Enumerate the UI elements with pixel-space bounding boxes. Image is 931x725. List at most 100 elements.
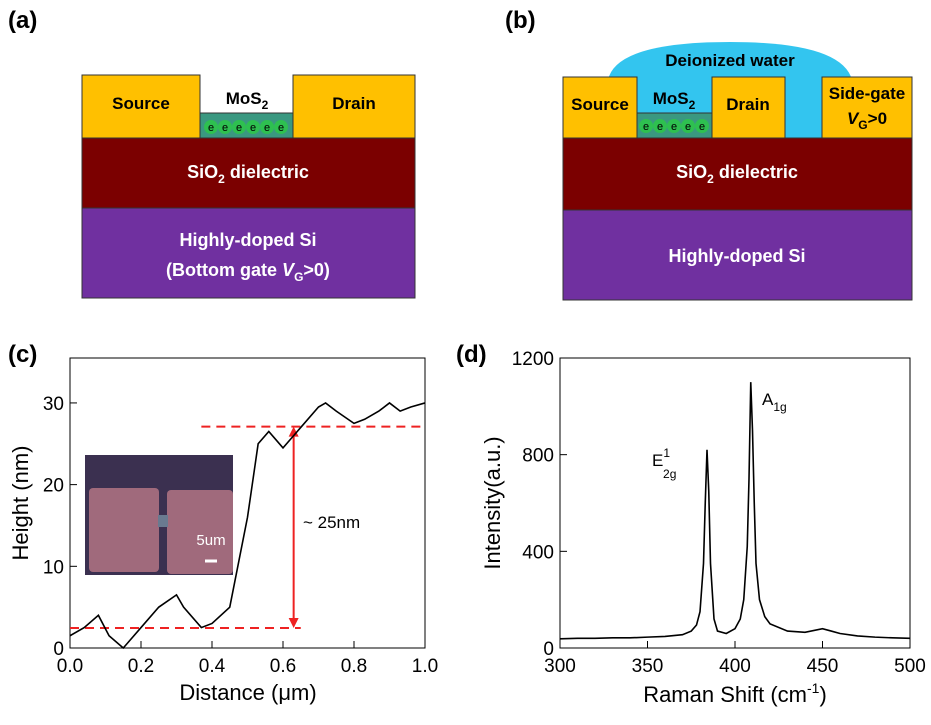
text: ) xyxy=(819,682,826,707)
x-axis-label: Distance (μm) xyxy=(179,680,316,705)
source-electrode xyxy=(81,74,201,139)
subscript: 1g xyxy=(773,400,786,414)
plot-frame xyxy=(69,357,426,649)
electron-label: e xyxy=(278,122,284,134)
x-tick-label: 300 xyxy=(544,656,576,677)
side-gate-label: Side-gate xyxy=(829,84,906,103)
y-tick-label: 800 xyxy=(522,446,554,467)
inset-scale-label: 5um xyxy=(196,532,225,549)
text: V xyxy=(847,109,860,128)
data-line xyxy=(559,382,911,640)
electron xyxy=(695,119,709,133)
electron xyxy=(204,120,218,134)
electron xyxy=(681,119,695,133)
electron xyxy=(667,119,681,133)
inset-channel xyxy=(158,515,168,527)
channel-label: MoS2 xyxy=(226,89,269,112)
x-tick-label: 450 xyxy=(807,656,839,677)
electron-label: e xyxy=(657,121,663,133)
electron xyxy=(260,120,274,134)
dielectric-label: SiO2 dielectric xyxy=(187,162,309,186)
drain-electrode xyxy=(711,76,786,139)
y-tick-label: 30 xyxy=(43,394,64,415)
text: MoS xyxy=(653,89,689,108)
y-tick-label: 20 xyxy=(43,476,64,497)
text: A xyxy=(762,390,774,409)
x-tick-label: 400 xyxy=(719,656,751,677)
inset-electrode xyxy=(167,490,233,574)
arrow-head xyxy=(288,617,299,628)
x-tick-label: 350 xyxy=(632,656,664,677)
source-electrode xyxy=(562,76,638,139)
y-tick-label: 10 xyxy=(43,557,64,578)
substrate-label: Highly-doped Si xyxy=(180,230,317,250)
electron xyxy=(232,120,246,134)
x-tick-label: 0.8 xyxy=(341,656,367,677)
electron-label: e xyxy=(671,121,677,133)
peak-annotation: E1 2g xyxy=(652,446,676,481)
panel-label: (d) xyxy=(456,341,487,368)
x-tick-label: 0.6 xyxy=(270,656,296,677)
x-tick-label: 500 xyxy=(894,656,926,677)
x-tick-label: 0.4 xyxy=(199,656,226,677)
arrow-head xyxy=(288,426,299,437)
dielectric-layer xyxy=(562,137,913,211)
electron-label: e xyxy=(236,122,242,134)
electron-label: e xyxy=(208,122,214,134)
electron-label: e xyxy=(222,122,228,134)
text: V xyxy=(282,260,296,280)
substrate-layer xyxy=(81,207,416,299)
inset-image: 5um xyxy=(85,455,233,575)
subscript: G xyxy=(294,270,303,284)
text: E xyxy=(652,451,663,470)
electron-label: e xyxy=(264,122,270,134)
electron xyxy=(218,120,232,134)
text: >0) xyxy=(303,260,330,280)
x-axis-label: Raman Shift (cm-1) xyxy=(643,680,827,707)
dielectric-label: SiO2 dielectric xyxy=(676,162,798,186)
data-line xyxy=(69,401,426,650)
electron xyxy=(246,120,260,134)
text: dielectric xyxy=(225,162,309,182)
water-label: Deionized water xyxy=(665,51,795,70)
text: dielectric xyxy=(714,162,798,182)
text: >0 xyxy=(868,109,887,128)
electrons: e e e e e e xyxy=(204,120,288,134)
subscript: G xyxy=(858,118,867,132)
electron-label: e xyxy=(643,121,649,133)
panel-label: (b) xyxy=(505,7,536,34)
side-gate-electrode xyxy=(821,76,913,139)
y-axis-label: Height (nm) xyxy=(8,446,33,561)
y-tick-label: 0 xyxy=(53,639,64,660)
panel-label: (a) xyxy=(8,7,37,34)
electron-label: e xyxy=(685,121,691,133)
subscript: 2 xyxy=(707,172,714,186)
x-tick-label: 0.2 xyxy=(128,656,154,677)
superscript: -1 xyxy=(807,680,820,696)
text: SiO xyxy=(676,162,707,182)
electron xyxy=(639,119,653,133)
y-tick-label: 1200 xyxy=(512,349,554,370)
electron xyxy=(653,119,667,133)
y-tick-label: 400 xyxy=(522,542,554,563)
drain-label: Drain xyxy=(726,95,769,114)
side-gate-bias: VG>0 xyxy=(847,109,887,132)
drain-electrode xyxy=(292,74,416,139)
source-label: Source xyxy=(112,94,170,113)
drain-label: Drain xyxy=(332,94,375,113)
y-tick-label: 0 xyxy=(543,639,554,660)
source-label: Source xyxy=(571,95,629,114)
electron xyxy=(274,120,288,134)
text: Raman Shift (cm xyxy=(643,682,807,707)
x-tick-label: 1.0 xyxy=(412,656,438,677)
subscript: 2 xyxy=(262,98,269,112)
panel-label: (c) xyxy=(8,341,37,368)
annotation: ~ 25nm xyxy=(303,513,360,532)
text: (Bottom gate xyxy=(166,260,282,280)
electrons: e e e e e xyxy=(639,119,709,133)
gate-label: (Bottom gate VG>0) xyxy=(166,260,330,284)
plot-frame xyxy=(559,357,911,649)
electron-label: e xyxy=(699,121,705,133)
substrate-label: Highly-doped Si xyxy=(669,246,806,266)
